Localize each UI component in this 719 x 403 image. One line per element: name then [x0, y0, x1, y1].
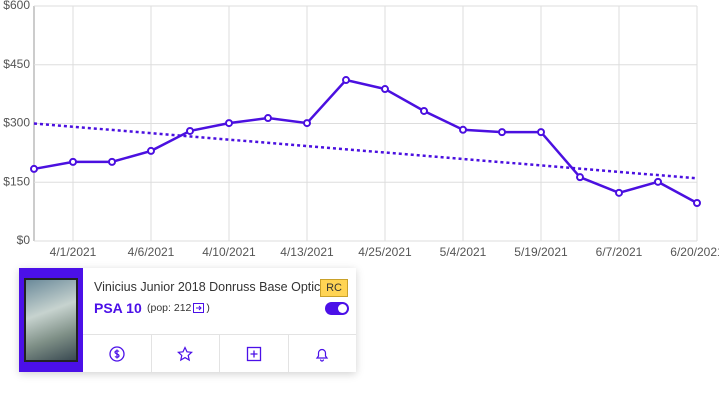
badge: RC	[320, 279, 348, 297]
y-tick-label: $450	[3, 57, 30, 71]
x-tick-label: 4/1/2021	[50, 245, 97, 259]
card-strip	[19, 268, 83, 372]
point	[537, 128, 545, 137]
x-tick-label: 4/25/2021	[358, 245, 412, 259]
point	[342, 76, 350, 85]
chart: $0 $150 $300 $450 $600 4/1/2021 4/6/2021 4/10/2…	[3, 0, 719, 259]
point	[186, 126, 194, 135]
pop-end: )	[206, 302, 210, 314]
alert-button[interactable]	[289, 335, 357, 372]
favorite-button[interactable]	[152, 335, 220, 372]
point	[264, 114, 272, 123]
toggle[interactable]	[325, 302, 349, 315]
point	[30, 164, 38, 173]
y-tick-label: $600	[3, 0, 30, 12]
x-tick-label: 4/13/2021	[280, 245, 334, 259]
point	[420, 106, 428, 115]
y-tick-label: $300	[3, 116, 30, 130]
card-image[interactable]	[24, 278, 78, 362]
x-tick-label: 6/20/2021	[670, 245, 719, 259]
y-tick-label: $0	[17, 233, 31, 247]
point	[654, 177, 662, 186]
grade: PSA 10	[94, 300, 142, 316]
x-tick-label: 5/4/2021	[440, 245, 487, 259]
point	[576, 173, 584, 182]
point	[693, 199, 701, 208]
point	[69, 157, 77, 166]
point	[498, 128, 506, 137]
point	[381, 85, 389, 94]
point	[303, 119, 311, 128]
pop-text: (pop: 212	[147, 302, 192, 314]
card-body: Vinicius Junior 2018 Donruss Base Optic …	[83, 268, 356, 372]
point	[108, 157, 116, 166]
x-tick-label: 4/6/2021	[128, 245, 175, 259]
trend-line	[33, 122, 698, 180]
actions	[83, 334, 356, 372]
point	[615, 188, 623, 197]
x-tick-label: 4/10/2021	[202, 245, 256, 259]
x-tick-label: 6/7/2021	[596, 245, 643, 259]
card-header: Vinicius Junior 2018 Donruss Base Optic …	[83, 268, 356, 334]
y-tick-label: $150	[3, 174, 30, 188]
add-button[interactable]	[220, 335, 289, 372]
x-tick-label: 5/19/2021	[514, 245, 568, 259]
point	[459, 125, 467, 134]
point	[147, 146, 155, 155]
pop-icon[interactable]	[193, 303, 205, 313]
pop: (pop: 212 )	[147, 302, 210, 314]
price-button[interactable]	[83, 335, 152, 372]
point	[225, 119, 233, 128]
card[interactable]: Vinicius Junior 2018 Donruss Base Optic …	[19, 268, 356, 372]
card-title: Vinicius Junior 2018 Donruss Base Optic	[94, 280, 321, 294]
series-line	[33, 78, 698, 205]
